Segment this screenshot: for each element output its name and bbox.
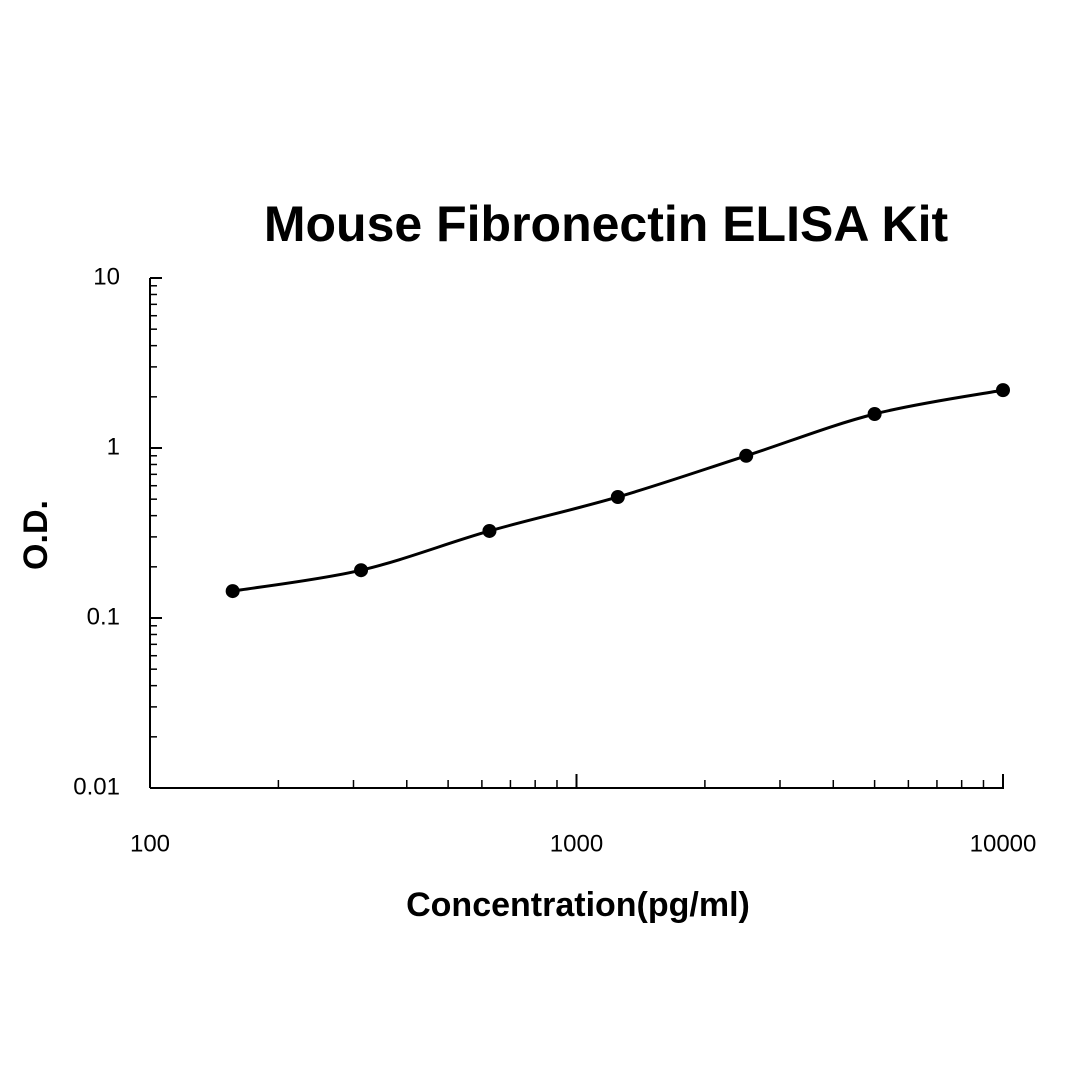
x-tick-label: 1000 [550,830,603,857]
data-point [867,406,882,421]
y-tick-label: 10 [93,263,120,290]
data-point [739,448,754,463]
y-axis-label: O.D. [17,500,55,570]
y-tick-label: 0.1 [87,603,120,630]
data-point [354,563,369,578]
data-point [482,523,497,538]
x-axis-label: Concentration(pg/ml) [406,886,750,924]
y-tick-label: 0.01 [73,773,120,800]
x-tick-label: 10000 [970,830,1037,857]
data-point [610,489,625,504]
data-point [225,584,240,599]
x-tick-label: 100 [130,830,170,857]
y-tick-label: 1 [107,433,120,460]
chart-title: Mouse Fibronectin ELISA Kit [264,196,949,252]
data-point [996,383,1010,398]
